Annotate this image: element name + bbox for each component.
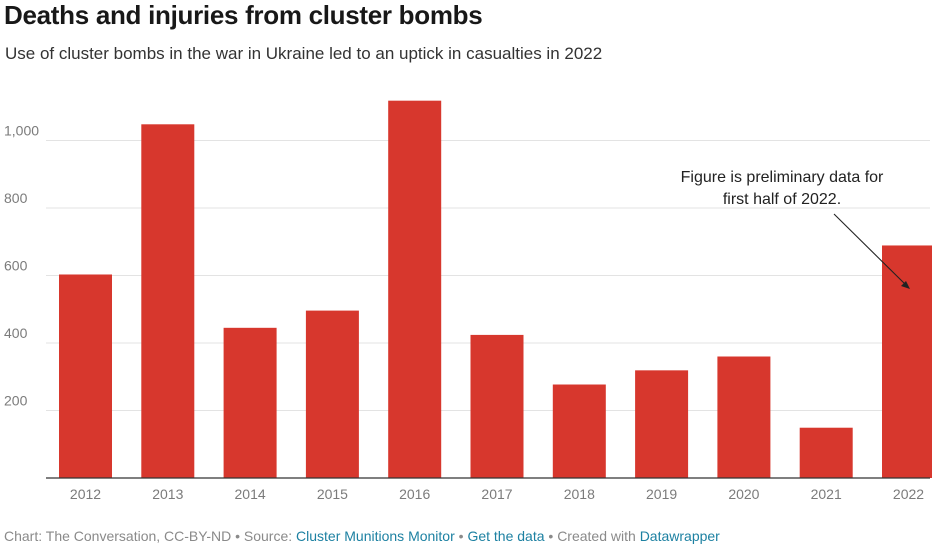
bar-2014	[223, 327, 277, 478]
x-tick-label: 2016	[399, 486, 430, 502]
source-link[interactable]: Cluster Munitions Monitor	[296, 528, 455, 544]
y-tick-label: 600	[4, 258, 28, 274]
footer-separator: •	[454, 528, 468, 544]
chart-subtitle: Use of cluster bombs in the war in Ukrai…	[5, 44, 603, 63]
x-tick-label: 2022	[893, 486, 924, 502]
bar-2013	[141, 124, 195, 479]
chart-footer: Chart: The Conversation, CC-BY-ND • Sour…	[4, 528, 720, 544]
chart-title: Deaths and injuries from cluster bombs	[4, 0, 483, 30]
datawrapper-link[interactable]: Datawrapper	[639, 528, 720, 544]
y-tick-label: 1,000	[4, 123, 39, 139]
bar-2019	[635, 370, 689, 478]
get-data-link[interactable]: Get the data	[467, 528, 545, 544]
y-tick-label: 200	[4, 393, 28, 409]
annotation-text: first half of 2022.	[723, 191, 841, 208]
y-tick-label: 800	[4, 190, 28, 206]
x-tick-label: 2021	[811, 486, 842, 502]
footer-created-with: • Created with	[544, 528, 640, 544]
x-tick-label: 2012	[70, 486, 101, 502]
x-tick-label: 2015	[317, 486, 348, 502]
x-tick-label: 2013	[152, 486, 183, 502]
bar-chart: 200 400 600 800 1,000 2012 2013 2014 2015 2016 201…	[4, 100, 932, 502]
bar-2012	[59, 274, 112, 478]
annotation-text: Figure is preliminary data for	[681, 169, 884, 186]
bar-2022	[882, 245, 932, 478]
y-tick-label: 400	[4, 325, 28, 341]
x-tick-label: 2019	[646, 486, 677, 502]
x-tick-label: 2017	[481, 486, 512, 502]
bar-2015	[305, 310, 359, 478]
annotation-arrow	[833, 213, 909, 288]
bar-2017	[470, 334, 524, 478]
footer-credit: Chart: The Conversation, CC-BY-ND • Sour…	[4, 528, 297, 544]
bar-2018	[552, 384, 606, 478]
bar-2016	[388, 100, 442, 479]
x-tick-label: 2018	[564, 486, 595, 502]
x-tick-label: 2014	[235, 486, 266, 502]
bar-2020	[717, 356, 771, 478]
x-tick-label: 2020	[728, 486, 759, 502]
bar-2021	[799, 427, 853, 478]
annotation-arrowhead	[901, 281, 910, 289]
